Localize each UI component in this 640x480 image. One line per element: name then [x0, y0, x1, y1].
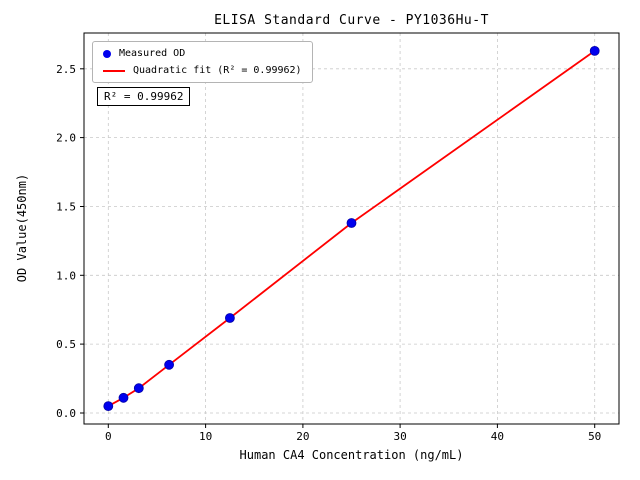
legend-item-measured-od: Measured OD [103, 48, 302, 59]
data-point [589, 46, 600, 56]
y-tick-label: 2.0 [56, 132, 76, 145]
data-point [118, 392, 129, 403]
x-tick-label: 10 [199, 430, 212, 443]
gridlines [84, 33, 619, 424]
data-points [103, 46, 600, 412]
y-axis-label: OD Value(450nm) [15, 173, 29, 283]
y-tick-label: 0.5 [56, 338, 76, 351]
plot-border [83, 32, 620, 425]
legend: Measured OD Quadratic fit (R² = 0.99962) [92, 41, 313, 83]
legend-label-measured-od: Measured OD [119, 48, 186, 59]
data-point [103, 401, 114, 412]
legend-label-quadratic-fit: Quadratic fit (R² = 0.99962) [133, 65, 302, 76]
y-tick-label: 1.0 [56, 269, 76, 282]
x-axis-label: Human CA4 Concentration (ng/mL) [239, 448, 464, 462]
data-point [133, 383, 144, 394]
legend-item-quadratic-fit: Quadratic fit (R² = 0.99962) [103, 65, 302, 76]
y-tick-label: 2.5 [56, 63, 76, 76]
data-point [224, 313, 235, 323]
x-tick-label: 40 [491, 430, 504, 443]
y-axis-ticks: 0.0 0.5 1.0 1.5 2.0 2.5 [56, 63, 84, 420]
x-tick-label: 30 [393, 430, 406, 443]
data-point [164, 359, 175, 370]
x-tick-label: 50 [588, 430, 601, 443]
r-squared-annotation: R² = 0.99962 [97, 87, 191, 106]
data-point [346, 218, 357, 228]
chart-title: ELISA Standard Curve - PY1036Hu-T [214, 13, 489, 28]
x-tick-label: 0 [105, 430, 112, 443]
y-tick-label: 0.0 [56, 407, 76, 420]
line-marker-icon [103, 69, 125, 72]
y-tick-label: 1.5 [56, 201, 76, 214]
x-tick-label: 20 [296, 430, 309, 443]
scatter-marker-icon [103, 49, 111, 58]
x-axis-ticks: 0 10 20 30 40 50 [105, 424, 601, 443]
